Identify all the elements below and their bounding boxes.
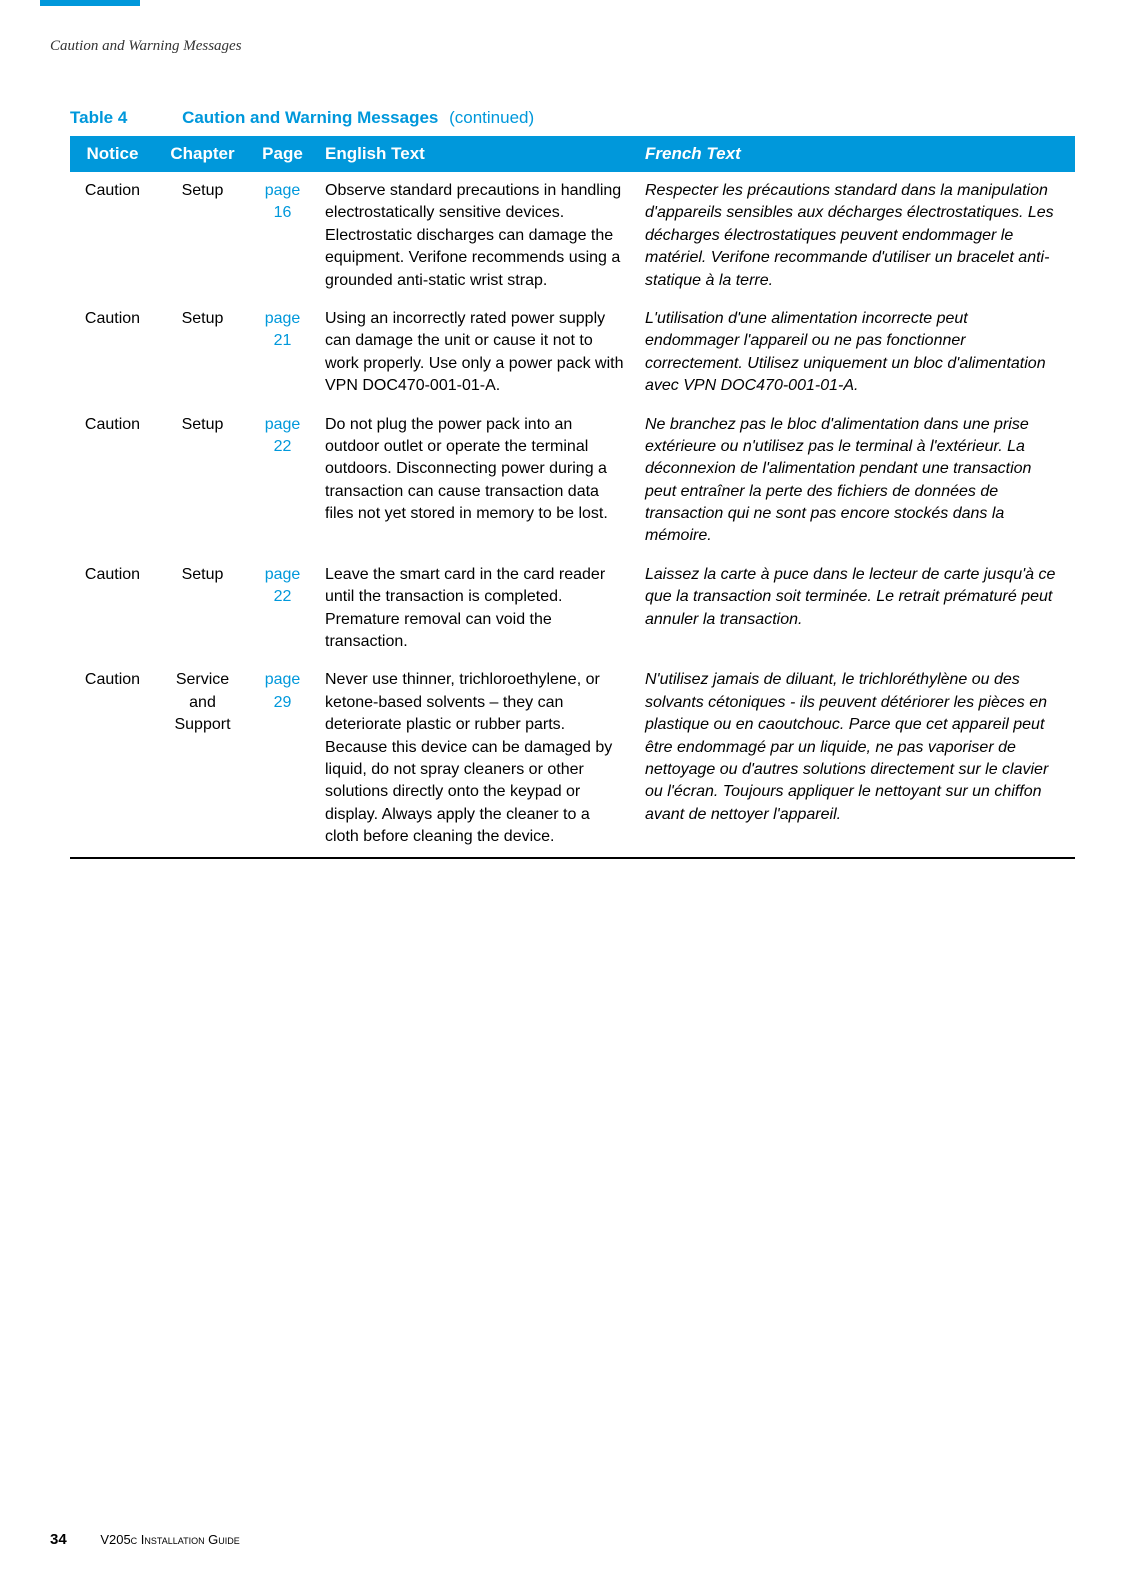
caution-table-wrap: Table 4 Caution and Warning Messages (co… (70, 108, 1075, 859)
guide-title: V205c Installation Guide (100, 1532, 240, 1547)
table-row: Caution Setup page 22 Leave the smart ca… (70, 556, 1075, 662)
cell-page-link[interactable]: page 29 (250, 661, 315, 857)
cell-french: Laissez la carte à puce dans le lecteur … (635, 556, 1075, 662)
table-row: Caution Setup page 21 Using an incorrect… (70, 300, 1075, 406)
table-title: Caution and Warning Messages (182, 108, 438, 127)
th-page: Page (250, 136, 315, 172)
cell-english: Leave the smart card in the card reader … (315, 556, 635, 662)
cell-notice: Caution (70, 661, 155, 857)
caution-warning-table: Notice Chapter Page English Text French … (70, 136, 1075, 859)
table-row: Caution Setup page 16 Observe standard p… (70, 172, 1075, 300)
page-footer: 34 V205c Installation Guide (50, 1531, 240, 1548)
table-continued: (continued) (449, 108, 534, 127)
cell-chapter: Setup (155, 300, 250, 406)
cell-chapter: Service and Support (155, 661, 250, 857)
th-english: English Text (315, 136, 635, 172)
cell-english: Observe standard precautions in handling… (315, 172, 635, 300)
cell-chapter: Setup (155, 406, 250, 556)
cell-french: N'utilisez jamais de diluant, le trichlo… (635, 661, 1075, 857)
cell-french: L'utilisation d'une alimentation incorre… (635, 300, 1075, 406)
th-chapter: Chapter (155, 136, 250, 172)
cell-chapter: Setup (155, 556, 250, 662)
cell-page-link[interactable]: page 21 (250, 300, 315, 406)
cell-notice: Caution (70, 556, 155, 662)
cell-english: Never use thinner, trichloroethylene, or… (315, 661, 635, 857)
table-label: Table 4 (70, 108, 127, 127)
cell-english: Do not plug the power pack into an outdo… (315, 406, 635, 556)
cell-english: Using an incorrectly rated power supply … (315, 300, 635, 406)
cell-french: Respecter les précautions standard dans … (635, 172, 1075, 300)
page-number: 34 (50, 1531, 67, 1548)
th-french: French Text (635, 136, 1075, 172)
th-notice: Notice (70, 136, 155, 172)
cell-page-link[interactable]: page 22 (250, 406, 315, 556)
table-row: Caution Setup page 22 Do not plug the po… (70, 406, 1075, 556)
top-accent-bar (40, 0, 140, 6)
cell-notice: Caution (70, 300, 155, 406)
cell-french: Ne branchez pas le bloc d'alimentation d… (635, 406, 1075, 556)
cell-notice: Caution (70, 172, 155, 300)
cell-chapter: Setup (155, 172, 250, 300)
table-row: Caution Service and Support page 29 Neve… (70, 661, 1075, 857)
table-caption: Table 4 Caution and Warning Messages (co… (70, 108, 1075, 128)
cell-notice: Caution (70, 406, 155, 556)
cell-page-link[interactable]: page 16 (250, 172, 315, 300)
table-header-row: Notice Chapter Page English Text French … (70, 136, 1075, 172)
section-header: Caution and Warning Messages (50, 38, 242, 55)
cell-page-link[interactable]: page 22 (250, 556, 315, 662)
